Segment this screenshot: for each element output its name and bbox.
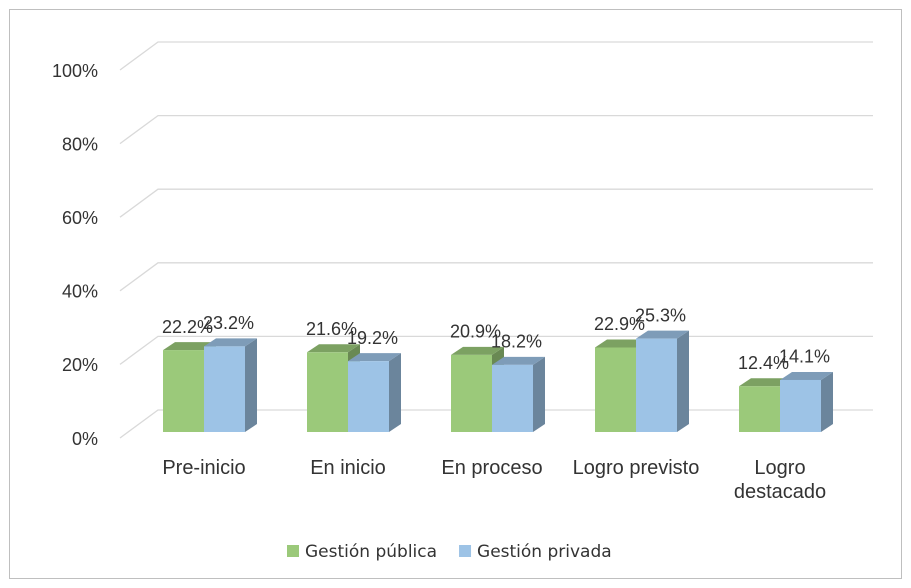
grid-line — [119, 114, 873, 145]
bar — [451, 354, 492, 432]
bar-top — [739, 378, 792, 387]
y-tick-label: 80% — [62, 134, 98, 154]
x-tick-label: Logro destacado — [733, 457, 827, 503]
x-tick-label: Pre-inicio — [162, 457, 246, 479]
bar-top — [451, 346, 504, 355]
value-label: 22.2% — [162, 317, 213, 337]
bar — [739, 386, 780, 432]
grid-line — [119, 335, 873, 365]
bar — [163, 350, 204, 432]
bar-top — [348, 353, 401, 362]
bar-top — [204, 338, 257, 347]
value-label: 25.3% — [635, 305, 686, 325]
legend-swatch — [459, 545, 472, 557]
value-label: 22.9% — [594, 314, 645, 334]
bar — [307, 352, 348, 432]
value-label: 23.2% — [203, 313, 254, 333]
bar-side — [245, 338, 257, 432]
x-tick-label: En inicio — [310, 457, 386, 479]
bar-side — [821, 371, 833, 432]
bar — [348, 361, 389, 432]
x-tick-label: En proceso — [441, 457, 543, 479]
value-label: 21.6% — [306, 319, 357, 339]
legend-swatch — [287, 545, 299, 557]
y-tick-label: 60% — [62, 208, 98, 228]
bar-top — [636, 330, 689, 339]
y-tick-label: 40% — [62, 282, 98, 302]
bar-side — [677, 330, 689, 432]
bar — [492, 364, 533, 432]
grid-line — [119, 41, 873, 71]
value-label: 20.9% — [450, 322, 501, 342]
bar-top — [780, 371, 833, 380]
bar-side — [533, 356, 545, 432]
value-label: 12.4% — [738, 353, 789, 373]
x-tick-label: Logro previsto — [572, 457, 700, 479]
value-label: 14.1% — [779, 347, 830, 367]
bar-top — [492, 356, 545, 365]
y-tick-label: 0% — [72, 429, 98, 449]
value-label: 19.2% — [347, 328, 398, 348]
bar — [204, 346, 245, 432]
bar-side — [389, 353, 401, 432]
y-tick-label: 20% — [62, 355, 98, 375]
bar — [636, 338, 677, 432]
value-label: 18.2% — [491, 332, 542, 352]
chart-border — [9, 9, 902, 579]
grid-line — [119, 188, 873, 218]
bar — [595, 347, 636, 432]
y-tick-label: 100% — [52, 61, 98, 81]
grid-line — [119, 262, 873, 292]
bar-top — [307, 344, 360, 353]
bar — [780, 379, 821, 432]
legend-label: Gestión privada — [477, 542, 612, 562]
bar-top — [163, 342, 216, 351]
legend-label: Gestión pública — [305, 542, 437, 562]
bar-top — [595, 339, 648, 348]
